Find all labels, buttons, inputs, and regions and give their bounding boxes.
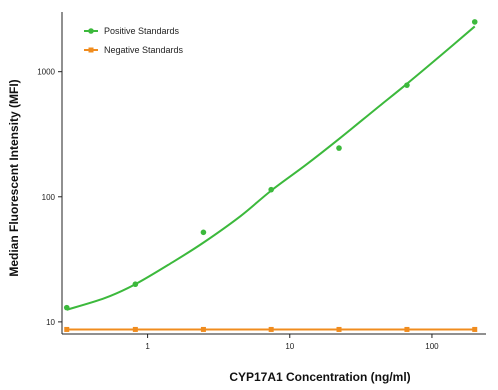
legend-negative-marker <box>88 47 94 53</box>
legend-positive-label: Positive Standards <box>104 26 180 36</box>
series-fit-line <box>66 25 476 311</box>
series-layer <box>63 19 478 332</box>
y-tick-label: 1000 <box>37 68 55 77</box>
y-tick-label: 10 <box>46 318 55 327</box>
legend-item-positive: Positive Standards <box>84 26 180 36</box>
data-point <box>64 326 70 332</box>
axes-layer <box>61 12 486 335</box>
y-tick-label: 100 <box>42 193 56 202</box>
data-point <box>336 145 342 151</box>
data-point <box>268 186 274 193</box>
data-point <box>132 326 138 332</box>
data-point <box>63 304 70 311</box>
data-point <box>404 326 410 332</box>
series-positive-standards <box>63 19 478 311</box>
data-point <box>200 326 206 332</box>
x-tick-label: 100 <box>425 342 439 351</box>
legend-positive-marker <box>88 28 94 34</box>
x-axis-label: CYP17A1 Concentration (ng/ml) <box>229 370 410 384</box>
series-negative-standards <box>64 326 478 332</box>
data-point <box>336 326 342 332</box>
data-point <box>268 326 274 332</box>
data-point <box>404 82 410 88</box>
legend: Positive Standards Negative Standards <box>84 26 184 55</box>
data-point <box>471 19 478 25</box>
legend-item-negative: Negative Standards <box>84 45 184 55</box>
y-axis-label: Median Fluorescent Intensity (MFI) <box>7 79 21 276</box>
x-tick-label: 10 <box>285 342 294 351</box>
data-point <box>472 326 478 332</box>
data-point <box>200 229 207 236</box>
ticks-layer: 10 100 1000 1 10 100 <box>37 68 439 351</box>
x-tick-label: 1 <box>145 342 150 351</box>
legend-negative-label: Negative Standards <box>104 45 184 55</box>
data-point <box>132 281 139 288</box>
